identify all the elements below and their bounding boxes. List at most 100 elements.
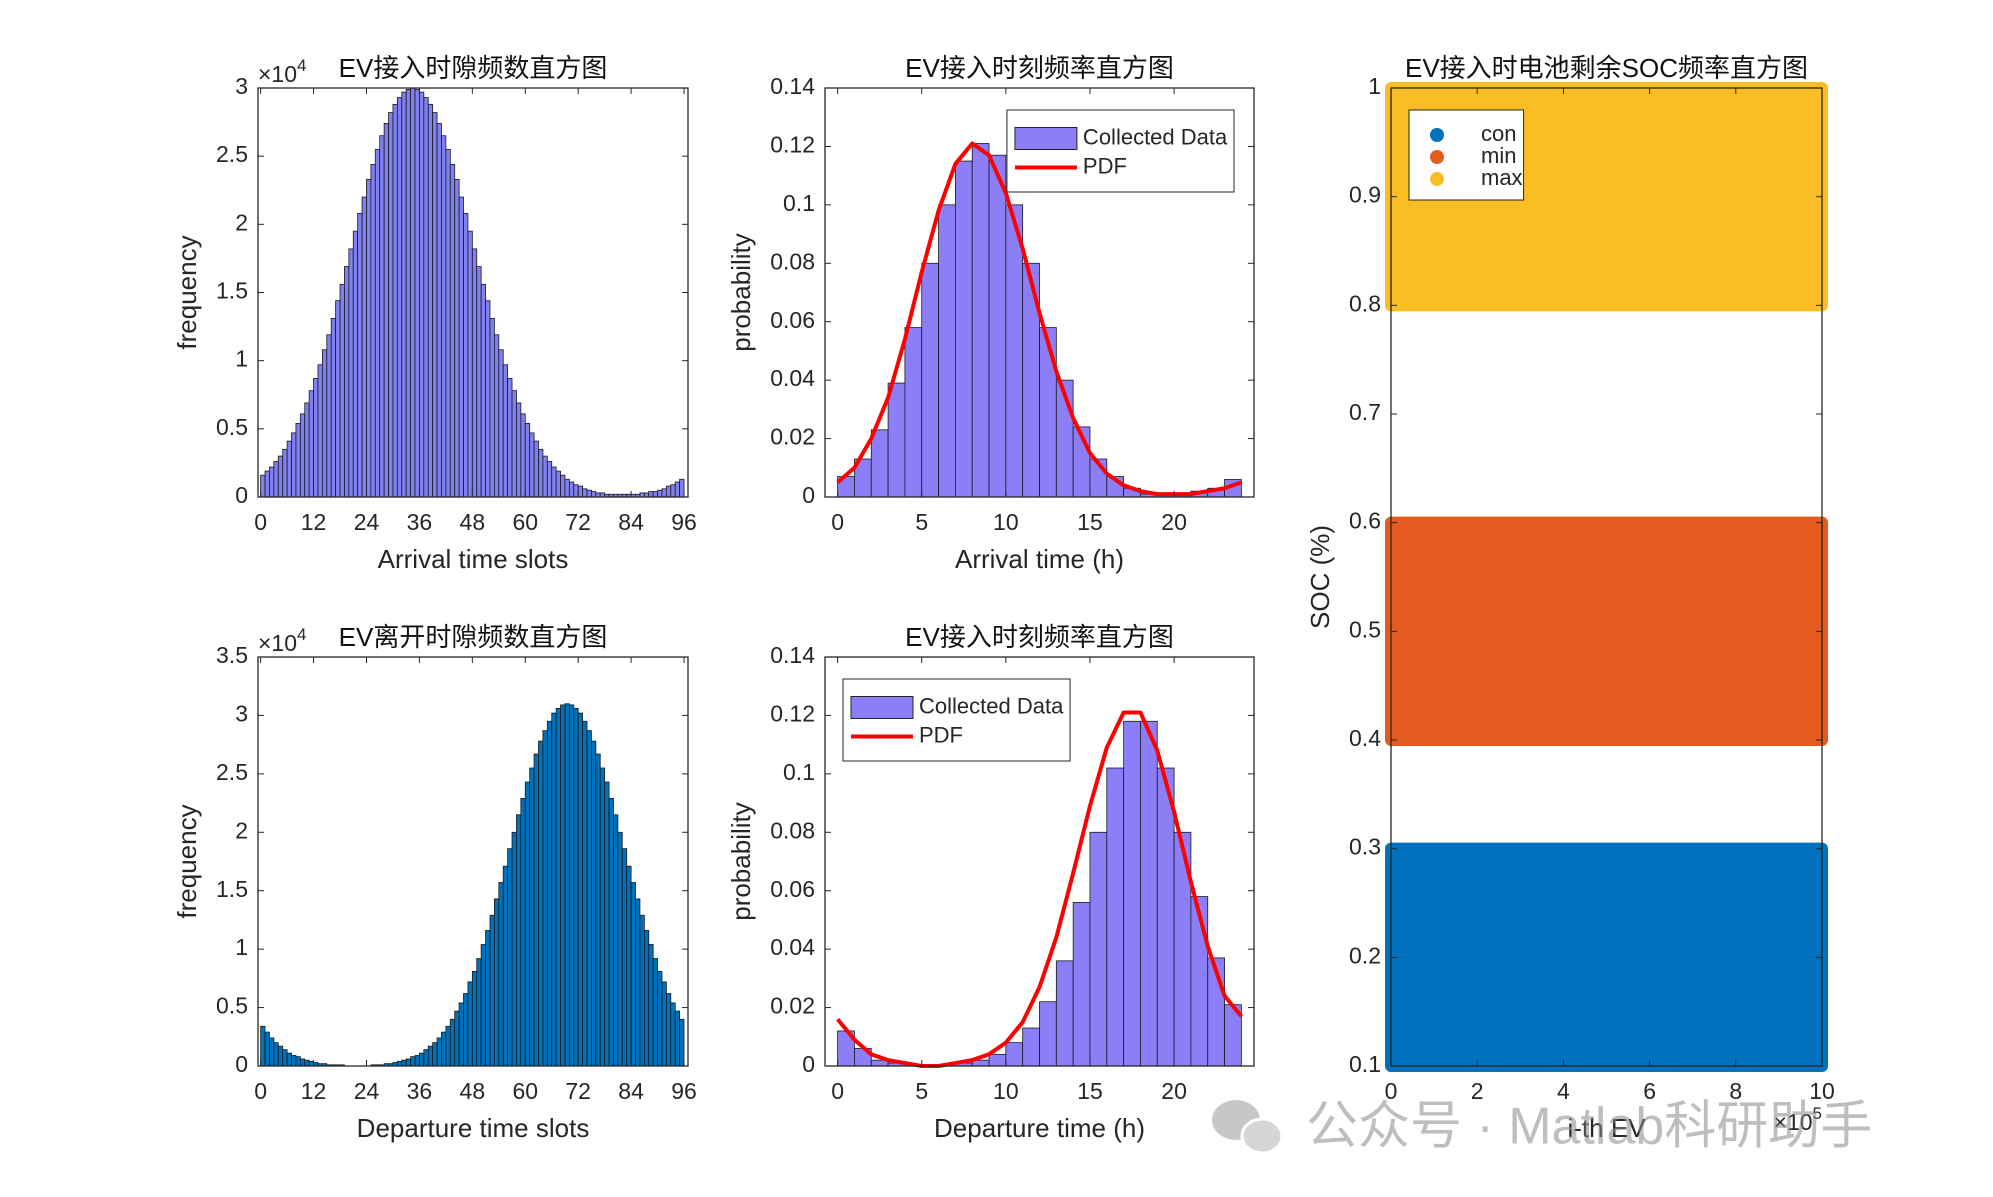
bar — [599, 767, 606, 1067]
bar — [485, 930, 491, 1067]
bar — [299, 1058, 306, 1067]
bar — [630, 882, 636, 1067]
bar — [410, 87, 416, 498]
bar — [971, 143, 990, 498]
x-tick-label: 8 — [1729, 1078, 1742, 1104]
bar — [555, 708, 561, 1067]
multiplier-power: 4 — [297, 56, 306, 75]
bar — [564, 703, 570, 1067]
axis-multiplier: ×104 — [258, 625, 306, 656]
legend-marker — [1014, 127, 1078, 150]
x-tick-label: 10 — [993, 1078, 1019, 1104]
bar — [317, 364, 323, 498]
bar — [661, 488, 667, 498]
watermark-text: 公众号 · Matlab科研助手 — [1306, 1098, 1872, 1156]
x-tick-label: 4 — [1557, 1078, 1570, 1104]
bar — [264, 470, 270, 498]
bar — [595, 753, 601, 1067]
bar — [608, 797, 614, 1067]
bar — [445, 148, 451, 498]
bar — [304, 1059, 310, 1067]
bar — [524, 422, 531, 498]
y-tick-label: 0.3 — [1349, 834, 1381, 860]
y-tick-label: 0.6 — [1349, 508, 1381, 534]
bar — [471, 970, 478, 1067]
x-tick-label: 72 — [565, 1078, 591, 1104]
y-tick-label: 2.5 — [216, 141, 248, 167]
y-tick-label: 0.1 — [783, 759, 815, 785]
bar — [674, 1010, 681, 1067]
bar — [568, 481, 575, 498]
bar — [555, 470, 561, 498]
axes: 0 0.02 0.04 0.06 0.08 0.1 0.12 0.14 0 5 10 15 20 EV接入… — [726, 53, 1255, 574]
watermark-icon — [1240, 1117, 1284, 1155]
bar — [374, 148, 381, 498]
x-tick-label: 12 — [301, 509, 327, 535]
y-tick-label: 0.04 — [770, 365, 815, 391]
bar — [502, 865, 509, 1067]
y-tick-label: 0.7 — [1349, 399, 1381, 425]
bar — [533, 753, 539, 1067]
bar — [299, 413, 306, 498]
bar — [665, 485, 672, 498]
x-axis-label: Arrival time (h) — [955, 544, 1124, 574]
y-tick-label: 0 — [802, 482, 815, 508]
bar — [269, 1037, 275, 1067]
y-tick-label: 1.5 — [216, 876, 248, 902]
bar — [476, 266, 482, 498]
bar — [870, 429, 889, 498]
bar — [670, 484, 676, 498]
multiplier-base: ×10 — [258, 61, 297, 87]
bar — [626, 865, 632, 1067]
scatter-band — [1385, 842, 1828, 1072]
x-tick-label: 48 — [460, 1078, 486, 1104]
bar — [467, 230, 473, 498]
x-tick-label: 0 — [1385, 1078, 1398, 1104]
x-tick-label: 24 — [354, 509, 380, 535]
bar — [1156, 767, 1175, 1067]
y-tick-label: 1 — [1368, 73, 1381, 99]
bar — [321, 349, 328, 498]
axes: 0 0.5 1 1.5 2 2.5 3 3.5 0 12 24 36 48 60 72 84 96 EV离开时隙频… — [172, 622, 697, 1143]
bar — [286, 440, 292, 498]
bar — [291, 1055, 297, 1067]
legend-label: max — [1481, 165, 1523, 190]
y-tick-label: 0.14 — [770, 73, 815, 99]
bar — [1005, 204, 1024, 498]
bar — [361, 196, 367, 498]
legend-box — [1006, 109, 1235, 193]
bar — [463, 213, 469, 498]
bar — [432, 1042, 438, 1067]
bar — [652, 491, 658, 498]
y-tick-label: 0.5 — [216, 993, 248, 1019]
y-tick-label: 2.5 — [216, 759, 248, 785]
bar — [670, 1002, 676, 1067]
x-tick-label: 15 — [1077, 509, 1103, 535]
bar — [344, 266, 350, 498]
y-tick-label: 3 — [235, 701, 248, 727]
bar — [357, 213, 363, 498]
bar — [423, 1049, 429, 1067]
bar — [348, 248, 354, 498]
bar — [405, 88, 411, 498]
y-tick-label: 0.12 — [770, 701, 815, 727]
x-tick-label: 20 — [1161, 509, 1187, 535]
x-axis-label: Departure time slots — [357, 1113, 590, 1143]
bar — [533, 440, 539, 498]
bar — [330, 318, 337, 498]
bar — [414, 1055, 420, 1067]
y-tick-label: 2 — [235, 817, 248, 843]
x-tick-label: 96 — [671, 1078, 697, 1104]
bar — [458, 1002, 464, 1067]
bar — [1055, 960, 1074, 1067]
watermark: 公众号 · Matlab科研助手 — [1212, 1098, 1872, 1156]
bar — [339, 283, 345, 498]
chart-title: EV接入时电池剩余SOC频率直方图 — [1405, 53, 1808, 83]
legend-label: min — [1481, 143, 1516, 168]
bar — [352, 230, 359, 498]
bar — [396, 97, 403, 498]
x-tick-label: 72 — [565, 509, 591, 535]
legend-label: Collected Data — [919, 693, 1064, 718]
x-tick-label: 5 — [915, 1078, 928, 1104]
